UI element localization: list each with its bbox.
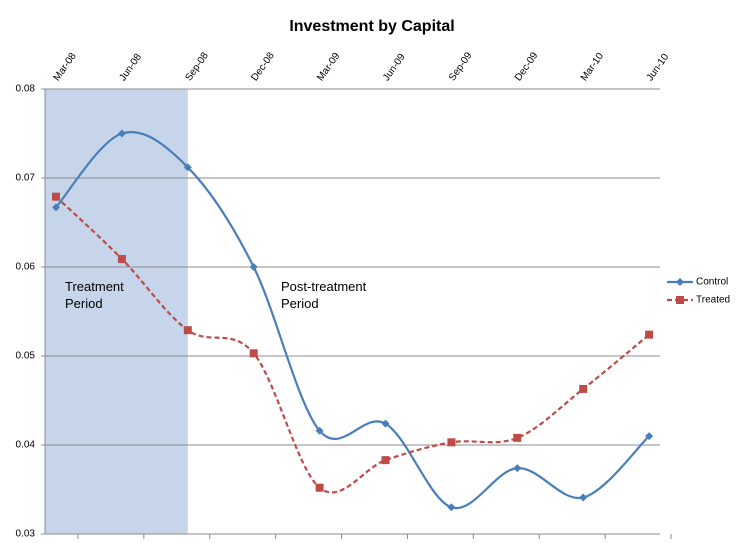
legend-marker: [676, 296, 684, 304]
legend-marker: [676, 278, 684, 286]
treatment-shade: [45, 89, 188, 534]
marker: [447, 503, 456, 512]
marker: [645, 330, 654, 339]
series-line: [55, 131, 650, 510]
annotation: Post-treatment: [281, 279, 367, 294]
marker: [579, 384, 588, 393]
marker: [513, 433, 522, 442]
y-tick-label: 0.03: [16, 529, 36, 540]
marker: [315, 483, 324, 492]
y-tick-label: 0.05: [16, 351, 36, 362]
marker: [183, 326, 192, 335]
x-tick-label: Sep-09: [447, 50, 475, 83]
marker: [249, 349, 258, 358]
x-tick-label: Jun-09: [381, 52, 408, 84]
marker: [117, 254, 126, 263]
legend-label: Control: [696, 277, 728, 288]
marker: [381, 419, 390, 428]
x-tick-label: Mar-10: [579, 51, 606, 84]
y-tick-label: 0.08: [16, 84, 36, 95]
annotation: Treatment: [65, 279, 124, 294]
x-tick-label: Mar-08: [52, 51, 79, 84]
marker: [579, 493, 588, 502]
legend-label: Treated: [696, 295, 730, 306]
y-tick-label: 0.06: [16, 262, 36, 273]
marker: [645, 432, 654, 441]
x-tick-label: Jun-10: [645, 52, 672, 84]
y-tick-label: 0.04: [16, 440, 36, 451]
y-tick-label: 0.07: [16, 173, 36, 184]
annotation: Period: [281, 296, 319, 311]
marker: [183, 163, 192, 172]
marker: [447, 438, 456, 447]
marker: [117, 129, 126, 138]
x-tick-label: Dec-08: [249, 50, 277, 83]
series-line: [55, 195, 650, 494]
marker: [249, 263, 258, 271]
marker: [676, 296, 684, 304]
marker: [315, 426, 324, 435]
x-tick-label: Mar-09: [315, 51, 342, 84]
x-tick-label: Jun-08: [118, 52, 145, 84]
marker: [676, 278, 684, 286]
marker: [52, 203, 60, 212]
marker: [513, 464, 522, 473]
annotation: Period: [65, 296, 103, 311]
marker: [52, 192, 60, 201]
x-tick-label: Dec-09: [513, 50, 541, 83]
marker: [381, 456, 390, 465]
chart-title: Investment by Capital: [289, 18, 454, 35]
x-tick-label: Sep-08: [183, 50, 211, 83]
